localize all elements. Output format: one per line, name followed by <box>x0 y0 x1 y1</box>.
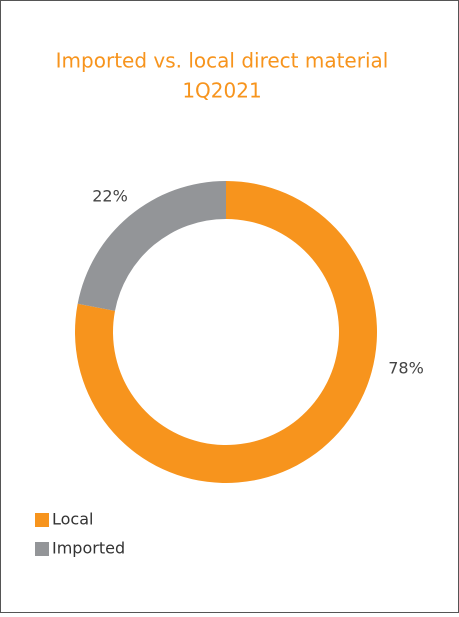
chart-title: Imported vs. local direct material <box>56 49 389 73</box>
legend-label: Local <box>52 510 93 529</box>
data-label: 78% <box>388 359 424 378</box>
legend-swatch <box>35 542 49 556</box>
data-label: 22% <box>92 187 128 206</box>
legend-label: Imported <box>52 539 125 558</box>
legend-swatch <box>35 513 49 527</box>
donut-segment <box>77 181 226 311</box>
chart-subtitle: 1Q2021 <box>182 79 261 103</box>
